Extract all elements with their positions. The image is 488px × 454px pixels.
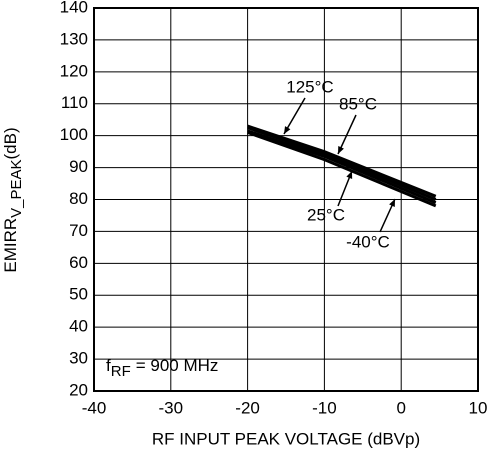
y-tick-label: 50 — [69, 285, 88, 304]
y-tick-label: 80 — [69, 189, 88, 208]
series-line — [247, 131, 437, 208]
series-label: 85°C — [339, 94, 377, 113]
arrow-head — [284, 126, 291, 134]
series-line — [247, 126, 437, 201]
annotation: fRF = 900 MHz — [106, 356, 218, 379]
arrow-head — [338, 146, 344, 154]
plot-frame — [93, 7, 479, 392]
series-label: 125°C — [286, 77, 333, 96]
x-axis-label: RF INPUT PEAK VOLTAGE (dBVp) — [152, 429, 420, 448]
series-line — [247, 124, 437, 198]
y-tick-label: 60 — [69, 253, 88, 272]
y-tick-label: 30 — [69, 349, 88, 368]
series-label: 25°C — [307, 205, 345, 224]
y-tick-label: 90 — [69, 157, 88, 176]
x-tick-label: -30 — [159, 398, 184, 417]
series-label: -40°C — [346, 232, 390, 251]
y-tick-label: 40 — [69, 317, 88, 336]
annotation-main: f — [106, 356, 111, 375]
y-axis-label: EMIRRV_PEAK(dB) — [1, 127, 24, 272]
x-tick-label: -20 — [235, 398, 260, 417]
annotation-sub: RF — [111, 363, 131, 380]
y-tick-label: 110 — [61, 93, 88, 112]
x-tick-label: 0 — [396, 398, 405, 417]
x-tick-label: 10 — [469, 398, 488, 417]
y-tick-label: 100 — [60, 125, 88, 144]
y-tick-label: 130 — [60, 29, 88, 48]
x-tick-label: -40 — [82, 398, 107, 417]
arrow-head — [346, 171, 353, 179]
y-tick-label: 120 — [60, 61, 88, 80]
x-tick-label: -10 — [312, 398, 337, 417]
y-label-sub: V_PEAK — [8, 159, 25, 217]
arrow-head — [389, 199, 395, 207]
y-label-main: EMIRR — [1, 218, 20, 273]
series-line — [247, 129, 437, 205]
y-tick-label: 70 — [69, 221, 88, 240]
y-tick-label: 140 — [60, 0, 88, 16]
y-tick-label: 20 — [69, 380, 88, 399]
y-label-unit: (dB) — [1, 127, 20, 159]
annotation-rest: = 900 MHz — [136, 356, 219, 375]
